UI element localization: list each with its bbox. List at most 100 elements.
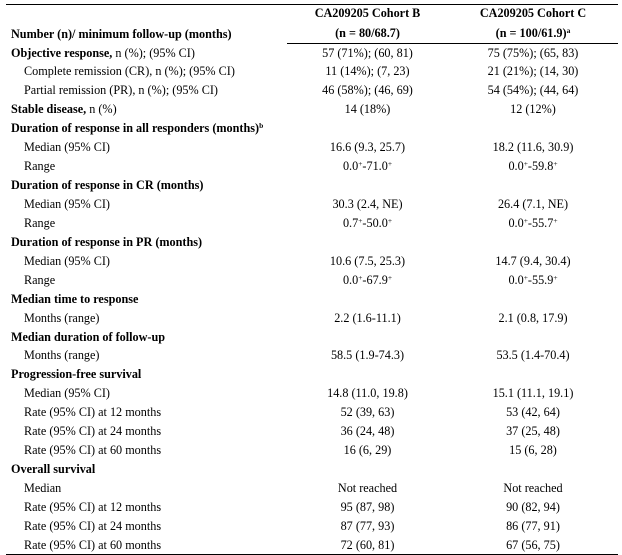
cohort-b-value: 10.6 (7.5, 25.3): [329, 253, 406, 268]
row-label-text: Rate (95% CI) at 24 months: [24, 424, 162, 439]
cohort-b-value: [287, 233, 448, 252]
table-row: Median (95% CI) 30.3 (2.4, NE) 26.4 (7.1, …: [6, 195, 618, 214]
cohort-b-value: 36 (24, 48): [340, 424, 395, 439]
cohort-c-title: CA209205 Cohort C: [479, 6, 587, 20]
row-label: Rate (95% CI) at 12 months: [6, 498, 287, 517]
table-row: Stable disease, n (%) 14 (18%) 12 (12%): [6, 100, 618, 119]
cohort-b-value: 16 (6, 29): [343, 443, 392, 458]
section-label: Duration of response in PR (months): [6, 233, 287, 252]
row-label-text: Median (95% CI): [24, 253, 110, 268]
cohort-c-value: 15.1 (11.1, 19.1): [492, 386, 574, 401]
row-label: Rate (95% CI) at 24 months: [6, 422, 287, 441]
cohort-c-value: [448, 460, 618, 479]
table-row: Range 0.0+-67.9+ 0.0+-55.9+: [6, 271, 618, 290]
table-row: Range 0.7+-50.0+ 0.0+-55.7+: [6, 214, 618, 233]
cohort-b-value: 0.0+-71.0+: [342, 159, 393, 174]
row-label: Median (95% CI): [6, 138, 287, 157]
row-label-text: Months (range): [24, 348, 100, 363]
row-label-text: Duration of response in PR (months): [11, 234, 203, 249]
cohort-c-value: 12 (12%): [510, 102, 556, 117]
row-label-text: Duration of response in all responders (…: [11, 121, 260, 136]
table-row: Duration of response in all responders (…: [6, 119, 618, 138]
table-row: Overall survival: [6, 460, 618, 479]
row-label-text: Complete remission (CR), n (%); (95% CI): [24, 64, 235, 79]
row-label: Range: [6, 271, 287, 290]
row-label: Median (95% CI): [6, 384, 287, 403]
row-label: Median: [6, 479, 287, 498]
row-label-text: Median time to response: [11, 291, 139, 306]
table-row: Median Not reached Not reached: [6, 479, 618, 498]
cohort-b-value: 0.0+-67.9+: [342, 272, 393, 287]
table-row: Months (range) 2.2 (1.6-11.1) 2.1 (0.8, 17…: [6, 309, 618, 328]
cohort-b-value: [287, 290, 448, 309]
cohort-c-value: 15 (6, 28): [509, 443, 557, 458]
cohort-b-title: CA209205 Cohort B: [314, 6, 421, 20]
row-label: Rate (95% CI) at 60 months: [6, 535, 287, 555]
table-row: Duration of response in CR (months): [6, 176, 618, 195]
row-label-text: Rate (95% CI) at 12 months: [24, 405, 162, 420]
row-label: Median (95% CI): [6, 252, 287, 271]
table-row: Median (95% CI) 10.6 (7.5, 25.3) 14.7 (9.4…: [6, 252, 618, 271]
table-body: Objective response, n (%); (95% CI) 57 (7…: [6, 44, 618, 555]
cohort-c-value: 86 (77, 91): [506, 518, 560, 533]
table-row: Range 0.0+-71.0+ 0.0+-59.8+: [6, 157, 618, 176]
row-label-suffix: n (%); (95% CI): [112, 45, 195, 60]
row-label: Complete remission (CR), n (%); (95% CI): [6, 62, 287, 81]
section-label: Progression-free survival: [6, 365, 287, 384]
cohort-c-value: [448, 328, 618, 347]
table-row: Median duration of follow-up: [6, 328, 618, 347]
cohort-b-value: 30.3 (2.4, NE): [332, 196, 403, 211]
row-label-suffix: n (%): [86, 102, 117, 117]
cohort-b-value: 95 (87, 98): [340, 499, 395, 514]
cohort-c-value: 54 (54%); (44, 64): [487, 83, 579, 98]
cohort-c-subtitle: (n = 100/61.9)a: [448, 23, 618, 44]
cohort-b-value: 0.7+-50.0+: [342, 215, 393, 230]
cohort-b-value: [287, 460, 448, 479]
row-label-text: Progression-free survival: [11, 367, 142, 382]
table-row: Median time to response: [6, 290, 618, 309]
cohort-b-value: 11 (14%); (7, 23): [325, 64, 410, 79]
cohort-c-value: 53 (42, 64): [506, 405, 560, 420]
cohort-c-subtitle-text: (n = 100/61.9): [495, 25, 567, 40]
table-row: Duration of response in PR (months): [6, 233, 618, 252]
section-label: Duration of response in CR (months): [6, 176, 287, 195]
row-label: Rate (95% CI) at 60 months: [6, 441, 287, 460]
row-label-text: Median (95% CI): [24, 140, 110, 155]
table-row: Complete remission (CR), n (%); (95% CI)…: [6, 62, 618, 81]
cohort-c-value: 2.1 (0.8, 17.9): [498, 310, 568, 325]
row-label-text: Median (95% CI): [24, 386, 110, 401]
cohort-b-value: 2.2 (1.6-11.1): [334, 310, 401, 325]
row-label-text: Duration of response in CR (months): [11, 178, 204, 193]
table-row: Objective response, n (%); (95% CI) 57 (7…: [6, 44, 618, 63]
table-row: Median (95% CI) 16.6 (9.3, 25.7) 18.2 (11.…: [6, 138, 618, 157]
cohort-b-value: 72 (60, 81): [287, 535, 448, 555]
table-top-rule: [6, 4, 618, 5]
table-row: Progression-free survival: [6, 365, 618, 384]
row-label-text: Range: [24, 159, 56, 174]
table-row: Months (range) 58.5 (1.9-74.3) 53.5 (1.4-7…: [6, 347, 618, 366]
cohort-c-value: 0.0+-59.8+: [508, 159, 558, 174]
table-row: Rate (95% CI) at 12 months 95 (87, 98) 90 …: [6, 498, 618, 517]
cohort-c-footnote-marker: a: [566, 25, 571, 35]
section-label: Objective response, n (%); (95% CI): [6, 44, 287, 63]
table-row: Rate (95% CI) at 24 months 36 (24, 48) 37 …: [6, 422, 618, 441]
row-label-header: Number (n)/ minimum follow-up (months): [11, 26, 232, 41]
footnote-marker: b: [259, 121, 264, 131]
row-label: Rate (95% CI) at 12 months: [6, 403, 287, 422]
cohort-b-value: 14.8 (11.0, 19.8): [327, 386, 408, 401]
cohort-b-value: 14 (18%): [344, 102, 391, 117]
cohort-b-value: 58.5 (1.9-74.3): [330, 348, 405, 363]
cohort-c-value: [448, 365, 618, 384]
cohort-c-value: 37 (25, 48): [506, 424, 560, 439]
cohort-c-value: 67 (56, 75): [448, 535, 618, 555]
section-label: Median time to response: [6, 290, 287, 309]
cohort-c-value: 18.2 (11.6, 30.9): [492, 140, 574, 155]
row-label-text: Rate (95% CI) at 60 months: [24, 537, 162, 552]
cohort-c-value: [448, 176, 618, 195]
cohort-c-value: 26.4 (7.1, NE): [497, 196, 569, 211]
cohort-c-value: [448, 290, 618, 309]
section-label: Median duration of follow-up: [6, 328, 287, 347]
cohort-c-value: 75 (75%); (65, 83): [487, 46, 579, 61]
cohort-b-value: 46 (58%); (46, 69): [322, 83, 413, 98]
